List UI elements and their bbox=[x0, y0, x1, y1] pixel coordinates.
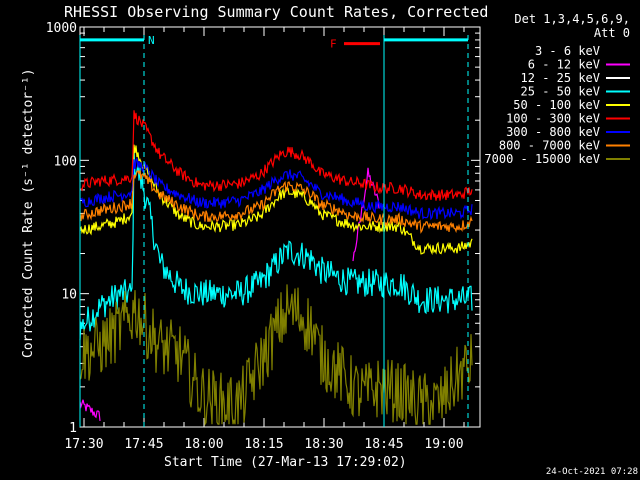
x-tick-label: 18:00 bbox=[184, 437, 223, 452]
y-tick-label: 1000 bbox=[46, 21, 77, 36]
series-line-6 bbox=[79, 157, 473, 221]
series-layer bbox=[79, 110, 473, 427]
legend-header-line-1: Det 1,3,4,5,6,9, bbox=[514, 12, 630, 26]
x-tick-label: 19:00 bbox=[424, 437, 463, 452]
legend-label: 50 - 100 keV bbox=[513, 98, 600, 112]
x-tick-label: 17:30 bbox=[64, 437, 103, 452]
legend-label: 12 - 25 keV bbox=[521, 71, 600, 85]
chart-title: RHESSI Observing Summary Count Rates, Co… bbox=[64, 3, 488, 21]
y-tick-labels: 1 10 100 1000 bbox=[46, 21, 77, 436]
series-line-1 bbox=[79, 167, 381, 421]
annotation-label: N bbox=[148, 34, 155, 47]
legend-header-line-2: Att 0 bbox=[594, 26, 630, 40]
series-line-7 bbox=[79, 169, 473, 234]
series-line-8 bbox=[79, 284, 473, 427]
series-line-5 bbox=[79, 110, 473, 201]
y-tick-label: 10 bbox=[61, 288, 77, 303]
x-axis-label: Start Time (27-Mar-13 17:29:02) bbox=[164, 455, 407, 470]
legend-label: 3 - 6 keV bbox=[535, 44, 600, 58]
legend-label: 6 - 12 keV bbox=[528, 58, 600, 72]
series-line-3 bbox=[79, 147, 473, 341]
legend-label: 100 - 300 keV bbox=[506, 112, 600, 126]
legend-label: 300 - 800 keV bbox=[506, 125, 600, 139]
legend-label: 800 - 7000 keV bbox=[499, 139, 600, 153]
x-tick-label: 18:30 bbox=[304, 437, 343, 452]
legend-label: 25 - 50 keV bbox=[521, 85, 600, 99]
annotation-label: F bbox=[330, 38, 337, 51]
x-tick-label: 17:45 bbox=[124, 437, 163, 452]
x-tick-labels: 17:30 17:45 18:00 18:15 18:30 18:45 19:00 bbox=[64, 437, 463, 452]
x-tick-label: 18:45 bbox=[364, 437, 403, 452]
time-markers bbox=[79, 35, 469, 427]
timestamp: 24-Oct-2021 07:28 bbox=[546, 467, 638, 477]
legend-label: 7000 - 15000 keV bbox=[484, 152, 600, 166]
y-tick-label: 1 bbox=[69, 421, 77, 436]
x-tick-label: 18:15 bbox=[244, 437, 283, 452]
y-axis-label: Corrected Count Rate (s⁻¹ detector⁻¹) bbox=[21, 68, 36, 358]
y-tick-label: 100 bbox=[54, 154, 77, 169]
